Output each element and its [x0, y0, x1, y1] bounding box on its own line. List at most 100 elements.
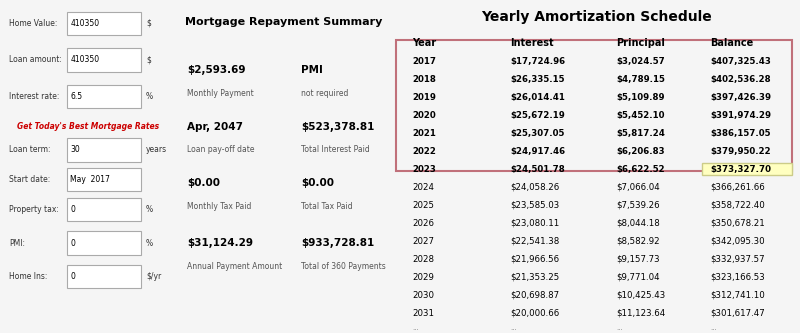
Text: PMI:: PMI: — [9, 238, 25, 248]
Text: 2024: 2024 — [413, 182, 434, 192]
FancyBboxPatch shape — [67, 198, 141, 221]
Text: 0: 0 — [70, 238, 75, 248]
Text: 2019: 2019 — [413, 93, 436, 102]
Text: $24,917.46: $24,917.46 — [510, 147, 566, 156]
Text: Get Today's Best Mortgage Rates: Get Today's Best Mortgage Rates — [17, 122, 159, 131]
Text: Balance: Balance — [710, 38, 754, 48]
Text: Monthly Payment: Monthly Payment — [187, 89, 254, 98]
Text: 0: 0 — [70, 272, 75, 281]
Text: 2021: 2021 — [413, 129, 436, 138]
Text: 2018: 2018 — [413, 75, 436, 84]
Text: 2030: 2030 — [413, 290, 434, 300]
Text: $23,080.11: $23,080.11 — [510, 218, 559, 228]
Text: $8,582.92: $8,582.92 — [616, 236, 660, 246]
Text: $25,672.19: $25,672.19 — [510, 111, 565, 120]
Text: $523,378.81: $523,378.81 — [302, 122, 374, 132]
Text: 2031: 2031 — [413, 308, 434, 318]
Text: $23,585.03: $23,585.03 — [510, 200, 559, 210]
Text: $6,622.52: $6,622.52 — [616, 165, 665, 174]
Text: ...: ... — [710, 325, 717, 331]
Text: 2017: 2017 — [413, 57, 437, 66]
FancyBboxPatch shape — [67, 231, 141, 255]
Text: Total Tax Paid: Total Tax Paid — [302, 202, 353, 211]
Text: $7,539.26: $7,539.26 — [616, 200, 660, 210]
FancyBboxPatch shape — [67, 265, 141, 288]
Text: $323,166.53: $323,166.53 — [710, 272, 765, 282]
Text: $933,728.81: $933,728.81 — [302, 238, 374, 248]
Text: $6,206.83: $6,206.83 — [616, 147, 665, 156]
Text: $17,724.96: $17,724.96 — [510, 57, 566, 66]
Text: $9,157.73: $9,157.73 — [616, 254, 660, 264]
Text: Monthly Tax Paid: Monthly Tax Paid — [187, 202, 251, 211]
Text: $4,789.15: $4,789.15 — [616, 75, 666, 84]
Text: $350,678.21: $350,678.21 — [710, 218, 765, 228]
Text: Year: Year — [413, 38, 437, 48]
Text: 410350: 410350 — [70, 55, 99, 65]
Text: Loan pay-off date: Loan pay-off date — [187, 145, 254, 155]
Text: $342,095.30: $342,095.30 — [710, 236, 765, 246]
Text: ...: ... — [413, 325, 419, 331]
Text: 2027: 2027 — [413, 236, 434, 246]
Text: Property tax:: Property tax: — [9, 205, 58, 214]
Text: $332,937.57: $332,937.57 — [710, 254, 765, 264]
Text: Principal: Principal — [616, 38, 666, 48]
FancyBboxPatch shape — [67, 85, 141, 108]
Text: Interest rate:: Interest rate: — [9, 92, 59, 101]
Text: $22,541.38: $22,541.38 — [510, 236, 559, 246]
Text: $386,157.05: $386,157.05 — [710, 129, 770, 138]
Text: Interest: Interest — [510, 38, 554, 48]
Text: Home Ins:: Home Ins: — [9, 272, 47, 281]
FancyBboxPatch shape — [67, 168, 141, 191]
Text: 2022: 2022 — [413, 147, 436, 156]
Text: $373,327.70: $373,327.70 — [710, 165, 771, 174]
Text: $391,974.29: $391,974.29 — [710, 111, 771, 120]
Text: %: % — [146, 92, 154, 101]
FancyBboxPatch shape — [67, 12, 141, 35]
Text: not required: not required — [302, 89, 349, 98]
Text: PMI: PMI — [302, 65, 323, 75]
Text: $358,722.40: $358,722.40 — [710, 200, 765, 210]
Text: Loan amount:: Loan amount: — [9, 55, 62, 65]
Text: 30: 30 — [70, 145, 80, 155]
Text: 2026: 2026 — [413, 218, 434, 228]
Text: 6.5: 6.5 — [70, 92, 82, 101]
Text: 2023: 2023 — [413, 165, 436, 174]
Text: $2,593.69: $2,593.69 — [187, 65, 246, 75]
Text: $: $ — [146, 55, 151, 65]
Text: $26,335.15: $26,335.15 — [510, 75, 565, 84]
Text: 0: 0 — [70, 205, 75, 214]
Text: years: years — [146, 145, 167, 155]
Text: Mortgage Repayment Summary: Mortgage Repayment Summary — [186, 17, 382, 27]
Text: $301,617.47: $301,617.47 — [710, 308, 765, 318]
Text: $24,058.26: $24,058.26 — [510, 182, 559, 192]
Text: Loan term:: Loan term: — [9, 145, 50, 155]
Text: $26,014.41: $26,014.41 — [510, 93, 565, 102]
Text: $397,426.39: $397,426.39 — [710, 93, 771, 102]
Text: 2025: 2025 — [413, 200, 434, 210]
Text: $8,044.18: $8,044.18 — [616, 218, 660, 228]
Text: $312,741.10: $312,741.10 — [710, 290, 765, 300]
Text: $11,123.64: $11,123.64 — [616, 308, 666, 318]
Text: $21,353.25: $21,353.25 — [510, 272, 559, 282]
Text: Start date:: Start date: — [9, 175, 50, 184]
Text: $366,261.66: $366,261.66 — [710, 182, 765, 192]
Text: $3,024.57: $3,024.57 — [616, 57, 665, 66]
Text: May  2017: May 2017 — [70, 175, 110, 184]
Text: 2028: 2028 — [413, 254, 434, 264]
Text: $407,325.43: $407,325.43 — [710, 57, 771, 66]
Text: 410350: 410350 — [70, 19, 99, 28]
Text: $5,109.89: $5,109.89 — [616, 93, 665, 102]
FancyBboxPatch shape — [702, 163, 792, 175]
Text: $20,698.87: $20,698.87 — [510, 290, 559, 300]
Text: $379,950.22: $379,950.22 — [710, 147, 771, 156]
Text: $21,966.56: $21,966.56 — [510, 254, 559, 264]
FancyBboxPatch shape — [67, 48, 141, 72]
Text: $402,536.28: $402,536.28 — [710, 75, 771, 84]
Text: Annual Payment Amount: Annual Payment Amount — [187, 262, 282, 271]
Text: $/yr: $/yr — [146, 272, 162, 281]
Text: $0.00: $0.00 — [187, 178, 220, 188]
Text: $25,307.05: $25,307.05 — [510, 129, 565, 138]
Text: $31,124.29: $31,124.29 — [187, 238, 253, 248]
Text: %: % — [146, 205, 154, 214]
Text: ...: ... — [510, 325, 517, 331]
